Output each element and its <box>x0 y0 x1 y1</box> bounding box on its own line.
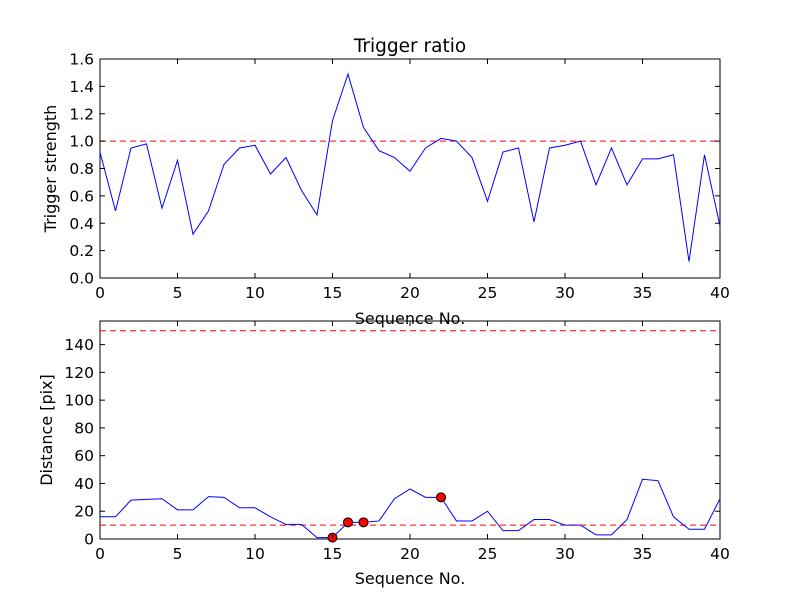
top-chart-title: Trigger ratio <box>353 36 466 57</box>
bottom-y-tick-label: 140 <box>64 336 94 354</box>
top-x-tick-label: 15 <box>323 284 343 302</box>
bottom-x-tick-label: 35 <box>633 545 653 563</box>
bottom-threshold-lines <box>100 330 720 526</box>
top-y-tick-label: 0.8 <box>69 160 94 178</box>
bottom-marker-point <box>343 517 353 528</box>
bottom-y-ticks: 0 20 40 60 80 100 120 140 <box>64 336 720 549</box>
top-y-tick-label: 0.4 <box>69 215 94 233</box>
bottom-series-line-0 <box>100 478 721 539</box>
bottom-x-tick-label: 15 <box>323 545 343 563</box>
top-y-tick-label: 1.2 <box>69 105 94 123</box>
bottom-y-tick-label: 120 <box>64 364 94 382</box>
top-x-tick-label: 20 <box>400 284 420 302</box>
top-x-tick-label: 40 <box>710 284 730 302</box>
top-x-tick-label: 0 <box>95 284 105 302</box>
bottom-y-axis-label: Distance [pix] <box>37 374 56 486</box>
bottom-y-tick-label: 20 <box>74 503 94 521</box>
bottom-marker-point <box>358 517 369 528</box>
bottom-x-tick-label: 5 <box>173 545 183 563</box>
bottom-x-tick-label: 25 <box>478 545 498 563</box>
bottom-series <box>100 478 721 539</box>
bottom-x-ticks: 0 5 10 15 20 25 30 35 40 <box>95 321 730 563</box>
top-y-tick-label: 1.0 <box>69 133 94 151</box>
top-x-tick-label: 30 <box>555 284 575 302</box>
top-y-ticks: 0.0 0.2 0.4 0.6 0.8 1.0 1.2 1.4 1.6 <box>69 51 720 288</box>
top-x-ticks: 0 5 10 15 20 25 30 35 40 <box>95 59 730 302</box>
bottom-x-tick-label: 40 <box>710 545 730 563</box>
bottom-marker-point <box>436 492 446 503</box>
bottom-x-tick-label: 30 <box>555 545 575 563</box>
bottom-y-tick-label: 80 <box>74 419 94 437</box>
bottom-y-tick-label: 40 <box>74 475 94 493</box>
bottom-x-axis-label: Sequence No. <box>355 569 466 588</box>
bottom-x-tick-label: 20 <box>400 545 420 563</box>
top-axes: 0 5 10 15 20 25 30 35 40 0.0 0.2 0.4 0.6 0.8 1.0 1.2 1.… <box>41 36 730 328</box>
top-x-tick-label: 35 <box>633 284 653 302</box>
top-y-tick-label: 1.4 <box>69 78 94 96</box>
top-y-tick-label: 0.2 <box>69 242 94 260</box>
top-series <box>99 72 721 262</box>
top-y-tick-label: 0.6 <box>69 187 94 205</box>
bottom-y-tick-label: 60 <box>74 447 94 465</box>
top-x-tick-label: 5 <box>173 284 183 302</box>
top-y-tick-label: 0.0 <box>69 270 94 288</box>
top-y-tick-label: 1.6 <box>69 51 94 69</box>
bottom-y-tick-label: 100 <box>64 392 94 410</box>
top-x-tick-label: 25 <box>478 284 498 302</box>
bottom-x-tick-label: 0 <box>95 545 105 563</box>
top-series-line-0 <box>99 72 721 262</box>
bottom-x-tick-label: 10 <box>245 545 265 563</box>
top-x-tick-label: 10 <box>245 284 265 302</box>
top-y-axis-label: Trigger strength <box>41 105 60 234</box>
bottom-y-tick-label: 0 <box>84 531 94 549</box>
top-x-axis-label: Sequence No. <box>355 309 466 328</box>
bottom-axes: 0 5 10 15 20 25 30 35 40 0 20 40 60 80 100 120 140 Sequ… <box>37 320 730 588</box>
